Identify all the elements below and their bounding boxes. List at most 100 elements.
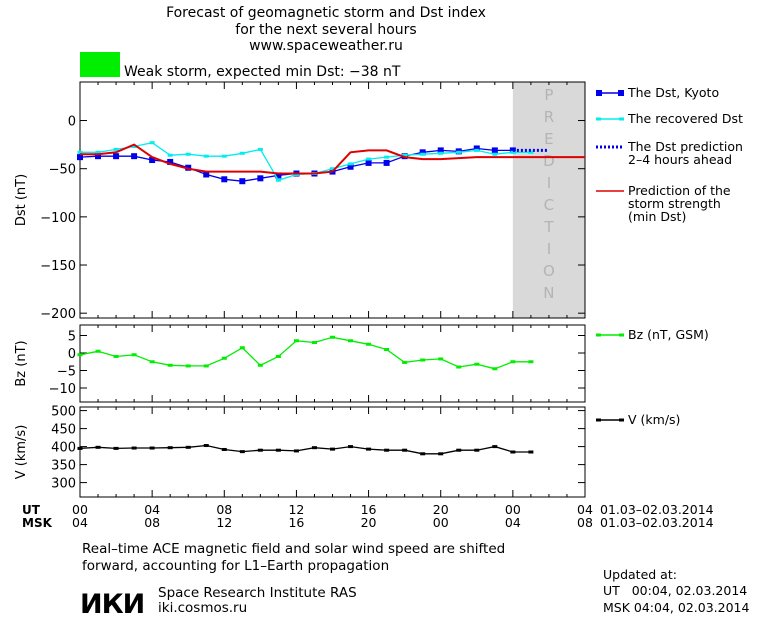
footer-note-line2: forward, accounting for L1–Earth propaga… — [82, 558, 389, 574]
data-point — [347, 163, 354, 170]
series-line-0-3 — [80, 143, 585, 175]
data-point — [257, 363, 263, 367]
ut-tick-label: 00 — [505, 502, 521, 517]
legend-label: storm strength — [628, 196, 721, 211]
data-point — [473, 145, 480, 152]
data-point — [384, 348, 390, 351]
data-point — [113, 147, 119, 151]
msk-tick-label: 16 — [288, 515, 304, 530]
msk-tick-label: 04 — [505, 515, 521, 530]
data-point — [95, 150, 101, 154]
legend-marker — [596, 418, 601, 422]
y-tick-label: 0 — [68, 347, 76, 362]
data-point — [77, 150, 83, 154]
storm-level-swatch — [80, 52, 120, 77]
data-point — [257, 448, 263, 452]
legend-label: 2–4 hours ahead — [628, 152, 732, 167]
legend-marker — [596, 333, 601, 337]
y-tick-label: 400 — [51, 441, 76, 456]
data-point — [384, 448, 390, 452]
y-tick-label: −50 — [49, 163, 76, 178]
data-point — [275, 448, 281, 452]
legend-label: The Dst, Kyoto — [627, 85, 719, 100]
msk-tick-label: 00 — [433, 515, 449, 530]
prediction-letter: P — [544, 86, 553, 104]
data-point — [510, 450, 516, 454]
data-point — [528, 360, 534, 364]
ut-axis-label: UT — [22, 503, 41, 517]
panel-frame — [79, 81, 586, 319]
data-point — [203, 364, 209, 368]
storm-level-label: Weak storm, expected min Dst: −38 nT — [124, 64, 401, 80]
data-point — [131, 153, 138, 160]
data-point — [221, 154, 227, 158]
prediction-letter: R — [544, 108, 554, 126]
legend-marker — [618, 90, 624, 96]
data-point — [330, 335, 335, 339]
data-point — [420, 152, 426, 156]
data-point — [275, 355, 281, 358]
panel-bz: 5 0 −5 −10 Bz (nT) — [14, 324, 586, 403]
data-point — [365, 159, 372, 166]
y-axis-label: V (km/s) — [14, 425, 29, 480]
data-point — [366, 157, 372, 161]
data-point — [528, 450, 534, 454]
data-point — [275, 172, 282, 179]
prediction-letter: C — [544, 196, 554, 214]
data-point — [257, 175, 264, 182]
site-url[interactable]: www.spaceweather.ru — [249, 38, 403, 54]
data-point — [77, 446, 83, 450]
msk-date-range: 01.03–02.03.2014 — [600, 515, 714, 530]
data-point — [185, 364, 191, 368]
data-point — [221, 447, 227, 451]
data-point — [420, 358, 426, 362]
updated-msk: MSK 04:04, 02.03.2014 — [603, 600, 749, 615]
data-point — [456, 365, 462, 369]
ut-tick-label: 04 — [577, 502, 593, 517]
legend-label: (min Dst) — [628, 209, 686, 224]
series-line-1-0 — [79, 336, 531, 370]
y-tick-label: 450 — [51, 423, 76, 438]
iki-logo: ИКИ — [80, 589, 144, 620]
updated-label: Updated at: — [603, 567, 677, 582]
prediction-band — [512, 82, 585, 318]
ut-tick-label: 00 — [72, 502, 88, 517]
data-point — [239, 151, 245, 155]
data-point — [456, 448, 462, 452]
data-point — [510, 150, 516, 154]
legend-marker — [619, 333, 624, 337]
legend-marker — [596, 90, 602, 96]
data-point — [366, 342, 372, 346]
updated-ut: UT 00:04, 02.03.2014 — [603, 583, 747, 598]
data-point — [366, 447, 372, 451]
data-point — [438, 452, 444, 456]
data-point — [402, 360, 408, 364]
data-point — [492, 445, 498, 449]
data-point — [77, 154, 83, 161]
data-point — [131, 145, 137, 149]
legend-label: The Dst prediction — [627, 139, 743, 154]
legend-label: V (km/s) — [628, 412, 680, 427]
y-tick-label: −100 — [40, 211, 76, 226]
data-point — [113, 446, 119, 450]
data-point — [203, 171, 210, 178]
data-point — [330, 447, 335, 451]
data-point — [167, 363, 173, 367]
data-point — [492, 152, 498, 156]
panel-frame — [79, 406, 586, 498]
prediction-letter: I — [547, 174, 551, 192]
data-point — [131, 353, 137, 357]
data-point — [348, 339, 354, 343]
panel-v: 500 450 400 350 300 V (km/s) — [14, 405, 586, 498]
legend-entry: The recovered Dst — [596, 111, 743, 126]
data-point — [95, 153, 102, 160]
data-point — [131, 446, 137, 450]
data-point — [293, 449, 299, 453]
msk-tick-label: 08 — [144, 515, 160, 530]
data-point — [509, 147, 516, 154]
data-point — [438, 357, 444, 361]
data-point — [420, 452, 426, 456]
institute-url[interactable]: iki.cosmos.ru — [158, 600, 247, 616]
